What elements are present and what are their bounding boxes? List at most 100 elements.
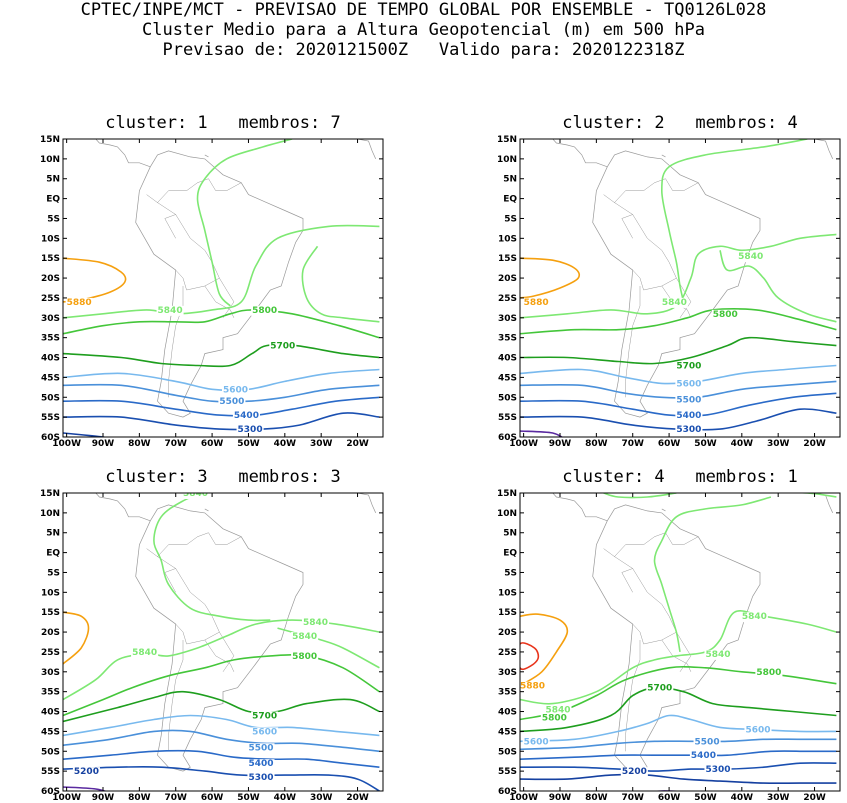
lat-tick-label: 60S <box>498 787 517 797</box>
lat-tick-label: 60S <box>41 787 60 797</box>
coastline <box>95 139 151 168</box>
country-border <box>204 639 235 672</box>
lon-tick-label: 60W <box>201 793 224 803</box>
coastline <box>357 493 377 514</box>
contour-line <box>63 432 109 437</box>
lon-tick-label: 100W <box>52 793 81 803</box>
contour-label-bg <box>522 737 550 748</box>
lat-tick-label: 5N <box>503 529 517 539</box>
country-border <box>603 178 699 203</box>
coastline <box>552 493 608 522</box>
contour-label: 5840 <box>738 252 763 262</box>
contour-label-bg <box>675 395 703 406</box>
map-frame <box>62 492 384 792</box>
lat-tick-label: 30S <box>41 314 60 324</box>
country-border <box>175 269 220 291</box>
contour-label-bg <box>646 683 674 694</box>
contour-line <box>520 762 837 772</box>
country-border <box>603 532 699 557</box>
contour-label-bg <box>251 711 279 722</box>
lat-tick-label: EQ <box>46 195 60 205</box>
lat-tick-label: 45S <box>41 373 60 383</box>
contour-line <box>63 368 380 392</box>
contour-label-bg <box>693 737 721 748</box>
contour-label: 5880 <box>520 682 545 692</box>
contour-line <box>520 430 564 437</box>
contour-line <box>660 139 808 303</box>
lat-tick-label: 25S <box>498 648 517 658</box>
contour-label: 5700 <box>252 712 277 722</box>
lat-tick-label: 15N <box>40 135 60 145</box>
contour-label-bg <box>72 767 100 778</box>
map-frame <box>519 492 841 792</box>
lon-tick-label: 50W <box>694 439 717 449</box>
contour-line <box>63 611 90 665</box>
contour-label: 5840 <box>705 650 730 660</box>
contour-line <box>520 336 837 365</box>
contour-label: 5700 <box>270 342 295 352</box>
country-border <box>625 640 641 752</box>
map-panel-cluster-2: 5880 5840 5840 5800 5700 5600 5500 5400 5300 15N 1… <box>497 135 841 449</box>
lat-tick-label: 40S <box>41 354 60 364</box>
country-border <box>175 623 220 645</box>
lon-tick-label: 80W <box>128 439 151 449</box>
header-title: CPTEC/INPE/MCT - PREVISAO DE TEMPO GLOBA… <box>80 0 767 20</box>
contour-label-bg <box>182 493 210 499</box>
lat-tick-label: 5S <box>47 568 60 578</box>
map-panel-cluster-3: 5840 5840 5840 5840 5800 5700 5600 5500 5400 5300… <box>40 489 384 803</box>
contour-label: 5500 <box>219 397 244 407</box>
contour-label: 5400 <box>234 411 259 421</box>
contour-label: 5700 <box>647 684 672 694</box>
contour-label: 5700 <box>676 361 701 371</box>
lon-tick-label: 40W <box>731 793 754 803</box>
map-content: 5840 5840 5840 5840 5800 5700 5600 5500 5400 5300… <box>63 493 380 791</box>
lat-tick-label: 10N <box>497 509 517 519</box>
country-border <box>146 532 242 557</box>
contour-label-bg <box>156 305 184 316</box>
lat-tick-label: 55S <box>41 413 60 423</box>
contour-line <box>63 714 380 737</box>
lat-tick-label: EQ <box>46 549 60 559</box>
coastline <box>814 139 834 160</box>
contour-label-bg <box>251 727 279 738</box>
contour-label-bg <box>675 411 703 422</box>
lat-tick-label: 15N <box>40 489 60 499</box>
contour-line <box>520 613 569 687</box>
contour-line <box>63 619 380 701</box>
contour-label: 5600 <box>223 385 248 395</box>
lat-tick-label: 15N <box>497 489 517 499</box>
lat-tick-label: 45S <box>498 727 517 737</box>
contour-label-bg <box>251 305 279 316</box>
contour-label: 5800 <box>756 668 781 678</box>
map-frame <box>519 138 841 438</box>
lon-tick-label: 90W <box>92 439 115 449</box>
lat-tick-label: 10N <box>40 509 60 519</box>
contour-line <box>520 233 837 319</box>
contour-label: 5200 <box>74 767 99 777</box>
map-panel-cluster-1: 5880 5840 5800 5700 5600 5500 5400 5300 15N 10N 5N… <box>40 135 384 449</box>
lat-tick-label: 15S <box>41 608 60 618</box>
country-border <box>146 178 242 203</box>
contour-line <box>520 750 837 760</box>
lat-tick-label: 10S <box>41 588 60 598</box>
contour-label-bg <box>291 651 319 662</box>
lat-tick-label: 50S <box>41 747 60 757</box>
contour-line <box>520 308 837 335</box>
lat-tick-label: 25S <box>41 294 60 304</box>
contour-label-bg <box>236 425 264 436</box>
lat-tick-label: 10S <box>498 588 517 598</box>
lat-tick-label: 5N <box>46 175 60 185</box>
country-border <box>661 639 692 672</box>
contour-line <box>791 493 837 498</box>
coastline <box>592 504 761 772</box>
coastline <box>204 508 209 512</box>
contour-label: 5840 <box>303 618 328 628</box>
header-subtitle: Cluster Medio para a Altura Geopotencial… <box>142 20 705 40</box>
contour-line <box>63 257 127 303</box>
lon-tick-label: 40W <box>274 793 297 803</box>
contour-line <box>520 257 581 299</box>
country-border <box>614 556 692 672</box>
lat-tick-label: 40S <box>498 354 517 364</box>
lon-tick-label: 80W <box>585 793 608 803</box>
contour-label: 5300 <box>238 425 263 435</box>
